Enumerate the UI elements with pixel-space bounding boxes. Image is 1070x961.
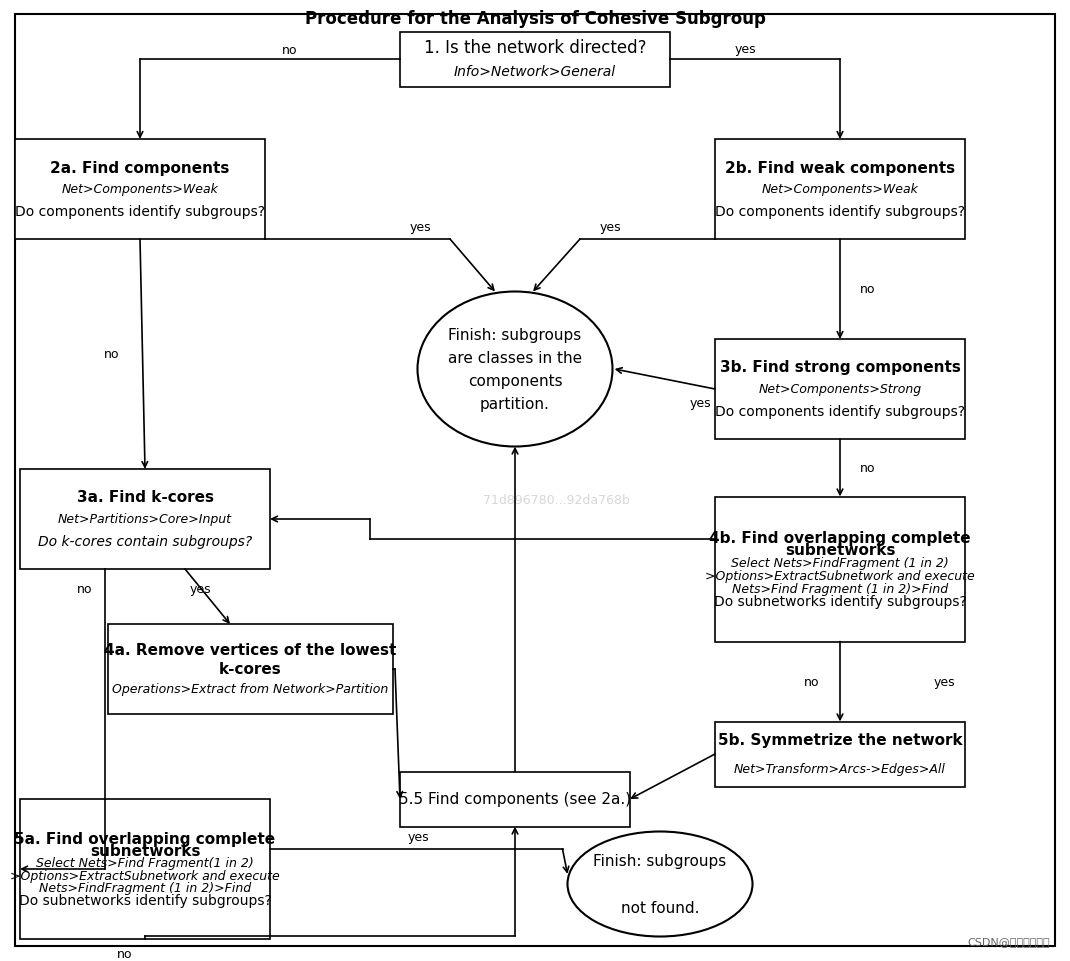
- Text: not found.: not found.: [621, 899, 700, 915]
- Text: are classes in the: are classes in the: [448, 351, 582, 366]
- Text: CSDN@大白要努力啊: CSDN@大白要努力啊: [967, 936, 1050, 946]
- Text: 2a. Find components: 2a. Find components: [50, 160, 230, 175]
- Text: yes: yes: [408, 830, 429, 844]
- Text: 1. Is the network directed?: 1. Is the network directed?: [424, 38, 646, 57]
- Text: 5.5 Find components (see 2a.): 5.5 Find components (see 2a.): [399, 792, 631, 806]
- Text: Nets>Find Fragment (1 in 2)>Find: Nets>Find Fragment (1 in 2)>Find: [732, 582, 948, 595]
- Text: yes: yes: [734, 43, 755, 57]
- Text: no: no: [118, 948, 133, 960]
- Text: subnetworks: subnetworks: [90, 843, 200, 858]
- Text: >Options>ExtractSubnetwork and execute: >Options>ExtractSubnetwork and execute: [10, 869, 280, 882]
- Text: no: no: [805, 676, 820, 688]
- FancyBboxPatch shape: [400, 772, 630, 826]
- Text: k-cores: k-cores: [218, 662, 281, 677]
- FancyBboxPatch shape: [15, 15, 1055, 946]
- Text: Select Nets>FindFragment (1 in 2): Select Nets>FindFragment (1 in 2): [731, 556, 949, 570]
- Text: 4a. Remove vertices of the lowest: 4a. Remove vertices of the lowest: [104, 642, 396, 657]
- Text: subnetworks: subnetworks: [784, 543, 896, 557]
- Text: no: no: [860, 462, 875, 475]
- Text: >Options>ExtractSubnetwork and execute: >Options>ExtractSubnetwork and execute: [705, 569, 975, 582]
- Text: no: no: [104, 348, 120, 361]
- Text: 3a. Find k-cores: 3a. Find k-cores: [76, 490, 214, 505]
- Ellipse shape: [417, 292, 612, 447]
- Text: 5a. Find overlapping complete: 5a. Find overlapping complete: [14, 831, 276, 846]
- FancyBboxPatch shape: [15, 140, 265, 239]
- Text: Do k-cores contain subgroups?: Do k-cores contain subgroups?: [37, 534, 253, 549]
- Text: Nets>FindFragment (1 in 2)>Find: Nets>FindFragment (1 in 2)>Find: [39, 881, 251, 894]
- Text: Info>Network>General: Info>Network>General: [454, 65, 616, 79]
- FancyBboxPatch shape: [715, 339, 965, 439]
- Text: no: no: [77, 583, 93, 596]
- Text: Net>Components>Weak: Net>Components>Weak: [62, 184, 218, 196]
- Text: components: components: [468, 374, 563, 388]
- Text: Do subnetworks identify subgroups?: Do subnetworks identify subgroups?: [714, 594, 966, 608]
- Text: yes: yes: [599, 221, 621, 234]
- Text: 3b. Find strong components: 3b. Find strong components: [719, 360, 961, 375]
- Text: Select Nets>Find Fragment(1 in 2): Select Nets>Find Fragment(1 in 2): [36, 856, 254, 870]
- Text: 5b. Symmetrize the network: 5b. Symmetrize the network: [718, 732, 962, 748]
- Text: Net>Components>Weak: Net>Components>Weak: [762, 184, 918, 196]
- Text: 2b. Find weak components: 2b. Find weak components: [725, 160, 956, 175]
- Text: Net>Components>Strong: Net>Components>Strong: [759, 383, 921, 396]
- FancyBboxPatch shape: [107, 625, 393, 714]
- Text: Finish: subgroups: Finish: subgroups: [594, 853, 727, 869]
- Text: yes: yes: [189, 583, 211, 596]
- FancyBboxPatch shape: [20, 470, 270, 570]
- Text: Procedure for the Analysis of Cohesive Subgroup: Procedure for the Analysis of Cohesive S…: [305, 10, 765, 28]
- FancyBboxPatch shape: [715, 140, 965, 239]
- FancyBboxPatch shape: [715, 722, 965, 787]
- Text: 71d896780...92da768b: 71d896780...92da768b: [483, 493, 630, 506]
- Text: Operations>Extract from Network>Partition: Operations>Extract from Network>Partitio…: [112, 682, 388, 696]
- Text: partition.: partition.: [480, 396, 550, 411]
- Text: Do components identify subgroups?: Do components identify subgroups?: [15, 205, 265, 219]
- FancyBboxPatch shape: [715, 497, 965, 642]
- Text: Do components identify subgroups?: Do components identify subgroups?: [715, 205, 965, 219]
- Text: Net>Partitions>Core>Input: Net>Partitions>Core>Input: [58, 513, 232, 526]
- FancyBboxPatch shape: [20, 800, 270, 939]
- Text: yes: yes: [689, 397, 710, 410]
- Text: 4b. Find overlapping complete: 4b. Find overlapping complete: [709, 530, 970, 545]
- Text: Net>Transform>Arcs->Edges>All: Net>Transform>Arcs->Edges>All: [734, 762, 946, 775]
- Text: yes: yes: [409, 221, 431, 234]
- Text: Do subnetworks identify subgroups?: Do subnetworks identify subgroups?: [18, 893, 272, 907]
- Text: no: no: [282, 43, 297, 57]
- Text: yes: yes: [933, 676, 956, 688]
- Text: Finish: subgroups: Finish: subgroups: [448, 328, 582, 343]
- FancyBboxPatch shape: [400, 33, 670, 87]
- Text: Do components identify subgroups?: Do components identify subgroups?: [715, 405, 965, 419]
- Text: no: no: [860, 283, 875, 296]
- Ellipse shape: [567, 831, 752, 937]
